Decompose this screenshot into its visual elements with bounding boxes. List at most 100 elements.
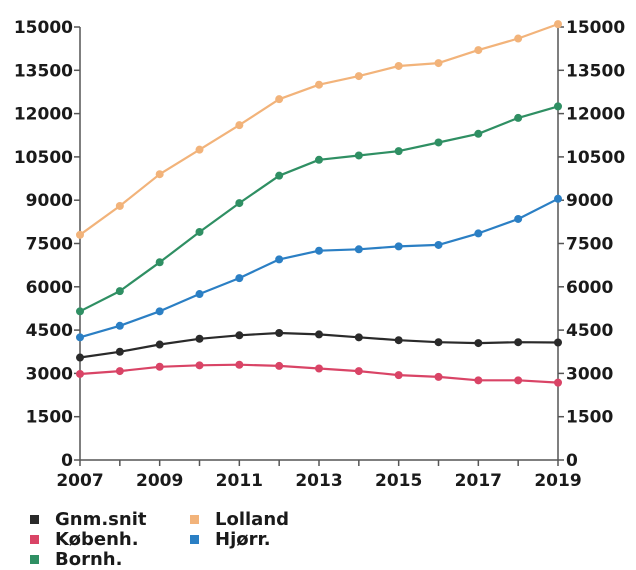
y-tick-label-right: 3000 (566, 364, 613, 384)
y-tick-label-right: 10500 (566, 148, 625, 168)
x-tick-label: 2009 (136, 471, 183, 491)
data-point (354, 245, 363, 254)
legend-item: Lolland (190, 509, 289, 530)
line-chart: 0 0 1500 1500 3000 3000 4500 4500 6000 6000 7500 75… (14, 18, 625, 491)
data-point (514, 113, 523, 122)
data-point (514, 338, 523, 347)
data-point (235, 121, 244, 130)
data-point (434, 240, 443, 249)
legend-label: Bornh. (55, 549, 123, 570)
data-point (474, 376, 483, 385)
y-tick-label-left: 10500 (14, 148, 73, 168)
data-point (554, 102, 562, 111)
data-point (434, 59, 443, 68)
data-point (315, 364, 323, 373)
legend: Gnm.snit Københ. Bornh. Lolland Hjørr. (30, 505, 360, 570)
series (76, 102, 562, 316)
data-point (235, 331, 244, 340)
data-point (394, 147, 403, 156)
data-point (235, 199, 244, 208)
data-point (354, 72, 363, 81)
legend-swatch (30, 535, 39, 544)
data-point (354, 367, 363, 376)
series (76, 20, 562, 239)
data-point (115, 201, 124, 210)
data-point (115, 287, 124, 296)
data-point (354, 333, 363, 342)
y-tick-label-left: 3000 (26, 364, 73, 384)
data-point (434, 338, 443, 347)
x-tick-label: 2017 (455, 471, 502, 491)
y-tick-label-right: 12000 (566, 105, 625, 125)
data-point (115, 367, 124, 376)
data-point (155, 170, 164, 179)
y-tick-label-left: 4500 (26, 321, 73, 341)
data-point (155, 307, 164, 316)
data-point (195, 227, 204, 236)
y-tick-label-left: 9000 (26, 191, 73, 211)
legend-item: Bornh. (30, 549, 122, 570)
data-point (474, 46, 483, 55)
y-tick-label-left: 7500 (26, 235, 73, 255)
data-point (315, 246, 323, 255)
data-point (315, 330, 323, 339)
data-point (474, 339, 483, 348)
y-tick-label-right: 15000 (566, 18, 625, 38)
series (76, 328, 562, 362)
data-point (315, 80, 323, 89)
axes (74, 26, 564, 466)
legend-label: Gnm.snit (55, 509, 147, 530)
y-tick-label-left: 6000 (26, 278, 73, 298)
data-point (275, 171, 284, 180)
y-tick-label-right: 7500 (566, 235, 613, 255)
y-tick-label-left: 0 (61, 451, 73, 471)
data-point (115, 347, 124, 356)
data-point (554, 20, 562, 29)
data-point (275, 255, 284, 264)
data-point (235, 360, 244, 369)
data-point (434, 138, 443, 147)
legend-swatch (190, 515, 199, 524)
legend-label: Hjørr. (215, 529, 271, 550)
legend-swatch (30, 555, 39, 564)
legend-swatch (190, 535, 199, 544)
legend-item: Hjørr. (190, 529, 271, 550)
y-tick-label-right: 9000 (566, 191, 613, 211)
data-point (76, 333, 84, 342)
y-tick-label-right: 13500 (566, 61, 625, 81)
data-point (514, 214, 523, 223)
data-point (235, 274, 244, 283)
data-point (275, 328, 284, 337)
data-point (394, 61, 403, 70)
data-point (474, 129, 483, 138)
series-layer (76, 20, 562, 387)
x-tick-label: 2011 (216, 471, 263, 491)
y-tick-label-right: 6000 (566, 278, 613, 298)
legend-item: Gnm.snit (30, 509, 147, 530)
legend-label: Københ. (55, 529, 139, 550)
data-point (155, 362, 164, 371)
series (76, 360, 562, 387)
data-point (554, 378, 562, 387)
legend-swatch (30, 515, 39, 524)
y-tick-label-right: 1500 (566, 408, 613, 428)
data-point (394, 371, 403, 380)
data-point (514, 376, 523, 385)
tick-labels: 0 0 1500 1500 3000 3000 4500 4500 6000 6000 7500 75… (14, 18, 625, 491)
series (76, 194, 562, 342)
data-point (275, 361, 284, 370)
data-point (514, 34, 523, 43)
x-tick-label: 2015 (375, 471, 422, 491)
data-point (76, 230, 84, 239)
y-tick-label-left: 13500 (14, 61, 73, 81)
y-tick-label-left: 1500 (26, 408, 73, 428)
y-tick-label-left: 12000 (14, 105, 73, 125)
data-point (195, 334, 204, 343)
x-tick-label: 2013 (295, 471, 342, 491)
x-tick-label: 2019 (534, 471, 581, 491)
y-tick-label-right: 0 (566, 451, 578, 471)
data-point (554, 194, 562, 203)
y-tick-label-left: 15000 (14, 18, 73, 38)
data-point (76, 369, 84, 378)
data-point (195, 290, 204, 299)
